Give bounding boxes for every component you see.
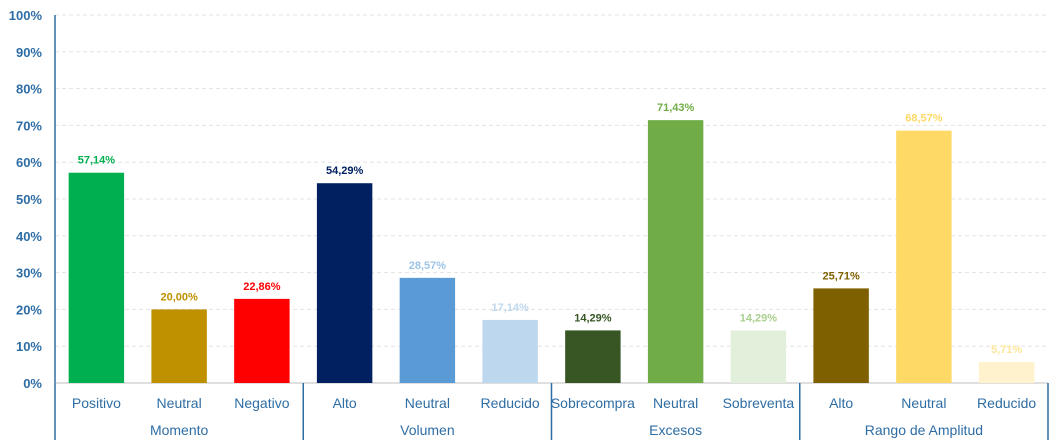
data-label: 14,29% [740, 312, 778, 324]
data-label: 5,71% [991, 344, 1022, 356]
bar [316, 183, 373, 383]
data-label: 28,57% [409, 260, 447, 272]
category-label: Neutral [653, 395, 698, 411]
group-label: Excesos [649, 422, 702, 438]
data-label: 20,00% [160, 291, 198, 303]
data-label: 14,29% [574, 312, 612, 324]
bar [896, 130, 952, 383]
category-label: Neutral [405, 395, 450, 411]
y-tick-label: 20% [16, 302, 42, 317]
group-label: Momento [150, 422, 209, 438]
bar [813, 288, 869, 383]
bar [647, 120, 704, 383]
y-tick-label: 50% [16, 192, 42, 207]
y-tick-label: 30% [16, 266, 42, 281]
y-tick-label: 0% [23, 376, 42, 391]
category-label: Alto [829, 395, 853, 411]
category-label: Alto [333, 395, 357, 411]
category-label: Neutral [901, 395, 946, 411]
category-label: Positivo [72, 395, 121, 411]
category-label: Sobrecompra [551, 395, 635, 411]
y-tick-label: 10% [16, 339, 42, 354]
category-label: Negativo [234, 395, 289, 411]
data-label: 57,14% [78, 155, 116, 167]
bar [151, 309, 207, 383]
bar [399, 277, 456, 383]
bar [730, 330, 787, 383]
group-label: Volumen [400, 422, 454, 438]
data-label: 54,29% [326, 165, 364, 177]
bar [978, 361, 1035, 383]
data-label: 17,14% [491, 302, 529, 314]
category-label: Reducido [481, 395, 540, 411]
y-tick-label: 60% [16, 155, 42, 170]
bar [565, 330, 621, 383]
data-label: 25,71% [822, 270, 860, 282]
y-tick-label: 90% [16, 45, 42, 60]
y-tick-label: 100% [9, 8, 43, 23]
y-tick-label: 80% [16, 82, 42, 97]
bar [482, 319, 538, 383]
bar [68, 172, 125, 383]
y-tick-label: 70% [16, 118, 42, 133]
category-label: Sobreventa [723, 395, 795, 411]
category-label: Neutral [157, 395, 202, 411]
data-label: 22,86% [243, 281, 281, 293]
bar [234, 298, 290, 383]
group-label: Rango de Amplitud [865, 422, 983, 438]
data-label: 68,57% [905, 113, 943, 125]
category-label: Reducido [977, 395, 1036, 411]
data-label: 71,43% [657, 102, 695, 114]
y-tick-label: 40% [16, 229, 42, 244]
